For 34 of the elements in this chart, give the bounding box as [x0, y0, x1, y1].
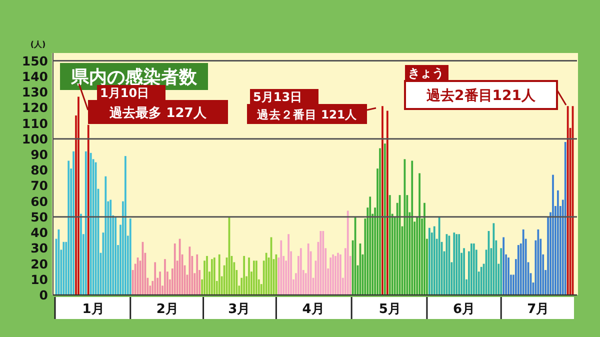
x-tick-label: 6月: [453, 302, 476, 317]
x-tick-label: 7月: [527, 302, 550, 317]
x-tick-label: 3月: [228, 302, 250, 317]
y-tick-label: 0: [39, 288, 48, 302]
y-tick-label: 80: [30, 162, 48, 178]
annotation: きょう: [405, 65, 448, 80]
x-tick-label: 5月: [378, 302, 401, 317]
y-tick-label: 150: [22, 53, 48, 68]
annotation: 過去2番目121人: [426, 88, 536, 104]
y-tick-label: 60: [30, 194, 48, 209]
text: 県内の感染者数: [70, 67, 198, 88]
y-tick-label: 140: [22, 68, 48, 84]
annotation: 過去２番目 121人: [256, 107, 358, 122]
y-tick-label: 50: [30, 209, 48, 224]
annotation: 5月13日: [253, 90, 302, 104]
y-tick-label: 20: [30, 256, 48, 272]
y-tick-label: 10: [30, 272, 48, 287]
annotation: 過去最多 127人: [108, 106, 208, 121]
y-axis-title: (人): [30, 40, 46, 49]
y-tick-label: 100: [22, 131, 48, 146]
y-tick-label: 110: [22, 116, 48, 131]
x-tick-label: 2月: [156, 302, 178, 317]
y-tick-label: 90: [30, 146, 48, 162]
annotation: 5月13日: [250, 89, 318, 104]
x-tick-label: 1月: [82, 302, 104, 317]
annotation: きょう: [408, 66, 444, 80]
x-tick-label: 4月: [302, 302, 324, 317]
y-tick-label: 130: [22, 84, 48, 100]
y-tick-label: 40: [30, 225, 48, 240]
y-tick-label: 30: [30, 240, 48, 256]
y-tick-label: 120: [22, 100, 48, 116]
annotation: 1月10日: [100, 86, 150, 100]
annotation: 1月10日: [97, 85, 166, 100]
y-tick-label: 70: [30, 178, 48, 194]
